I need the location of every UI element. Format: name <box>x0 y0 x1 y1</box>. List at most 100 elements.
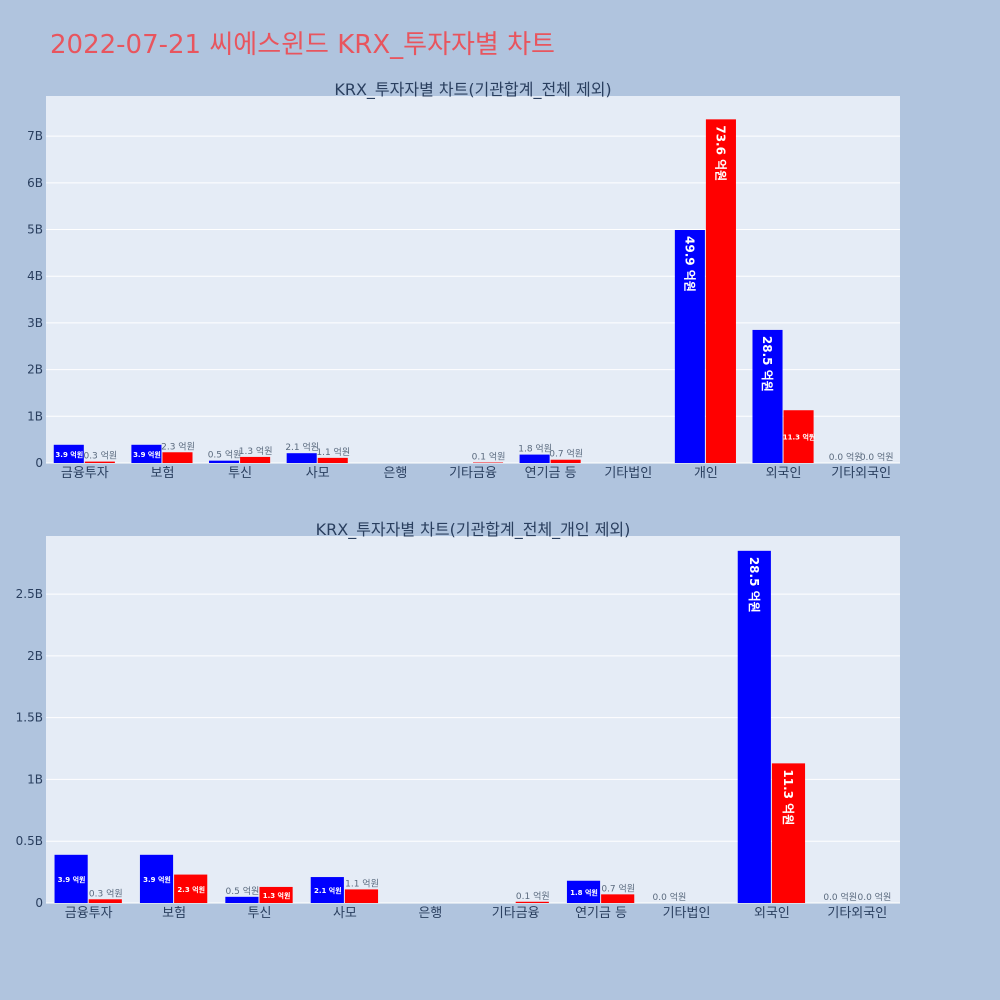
bar <box>515 901 549 903</box>
y-tick-label: 1B <box>27 409 43 423</box>
bar <box>752 329 783 463</box>
y-tick-label: 2.5B <box>16 587 43 601</box>
data-label: 2.1 억원 <box>314 886 342 895</box>
bar <box>344 889 379 903</box>
x-tick-label: 기타금융 <box>449 466 497 481</box>
bar <box>317 457 348 463</box>
y-tick-label: 2B <box>27 363 43 377</box>
bar <box>84 461 115 463</box>
data-label: 2.3 억원 <box>177 885 205 894</box>
y-tick-label: 5B <box>27 223 43 237</box>
bar <box>240 456 271 463</box>
data-label: 0.5 억원 <box>208 449 242 461</box>
bar <box>139 854 174 903</box>
data-label: 3.9 억원 <box>133 450 161 459</box>
data-label: 28.5 억원 <box>760 336 774 392</box>
bar <box>771 763 806 903</box>
data-label: 0.0 억원 <box>823 891 857 903</box>
data-label: 0.1 억원 <box>516 890 550 902</box>
x-tick-label: 은행 <box>418 905 442 921</box>
bar <box>286 453 317 463</box>
data-label: 0.0 억원 <box>860 451 894 463</box>
bar <box>705 119 736 463</box>
data-label: 0.1 억원 <box>472 451 506 463</box>
x-tick-label: 개인 <box>694 466 718 481</box>
data-label: 11.3 억원 <box>783 433 816 442</box>
x-tick-label: 연기금 등 <box>575 906 627 921</box>
x-tick-label: 기타외국인 <box>831 466 891 481</box>
data-label: 1.8 억원 <box>570 888 598 897</box>
data-label: 49.9 억원 <box>682 236 696 292</box>
data-label: 0.3 억원 <box>89 887 123 899</box>
y-tick-label: 0.5B <box>16 834 43 848</box>
bar <box>88 899 122 903</box>
bar <box>550 459 581 463</box>
data-label: 3.9 억원 <box>143 875 171 884</box>
x-tick-label: 연기금 등 <box>525 466 577 481</box>
bar <box>174 874 208 903</box>
bar <box>54 854 88 903</box>
data-label: 3.9 억원 <box>55 450 83 459</box>
x-tick-label: 보험 <box>162 906 186 921</box>
x-tick-label: 보험 <box>150 466 174 481</box>
data-label: 0.7 억원 <box>549 448 583 460</box>
data-label: 3.9 억원 <box>58 875 86 884</box>
y-tick-label: 3B <box>27 316 43 330</box>
x-tick-label: 기타법인 <box>663 906 711 921</box>
bar <box>674 230 705 463</box>
x-tick-label: 기타법인 <box>604 466 652 481</box>
x-tick-label: 금융투자 <box>61 466 109 481</box>
data-label: 0.0 억원 <box>829 451 863 463</box>
bar-chart-excluding-institutions: KRX_투자자별 차트(기관합계_전체 제외) 0 1B 2B 3B 4B 5B 6B 7B 금융… <box>27 80 900 481</box>
page-title: 2022-07-21 씨에스윈드 KRX_투자자별 차트 <box>50 30 555 60</box>
y-tick-label: 0 <box>35 896 43 910</box>
data-label: 1.3 억원 <box>239 445 273 457</box>
y-tick-label: 7B <box>27 129 43 143</box>
data-label: 1.1 억원 <box>316 446 350 458</box>
chart-title: KRX_투자자별 차트(기관합계_전체 제외) <box>334 80 611 100</box>
bar <box>519 454 550 463</box>
x-tick-label: 기타금융 <box>492 906 540 921</box>
x-tick-label: 외국인 <box>766 466 802 481</box>
x-tick-label: 은행 <box>383 465 407 481</box>
data-label: 0.0 억원 <box>653 891 687 903</box>
x-tick-label: 사모 <box>333 906 357 921</box>
bar <box>209 460 240 463</box>
y-tick-label: 4B <box>27 269 43 283</box>
chart-title: KRX_투자자별 차트(기관합계_전체_개인 제외) <box>316 520 631 540</box>
data-label: 0.7 억원 <box>601 882 635 894</box>
data-label: 0.5 억원 <box>226 885 260 897</box>
x-tick-label: 투신 <box>228 466 252 481</box>
x-tick-label: 사모 <box>306 466 330 481</box>
y-tick-label: 2B <box>27 649 43 663</box>
y-tick-label: 1B <box>27 772 43 786</box>
y-tick-label: 6B <box>27 176 43 190</box>
data-label: 1.3 억원 <box>263 891 291 900</box>
y-tick-label: 1.5B <box>16 711 43 725</box>
x-tick-label: 투신 <box>248 906 272 921</box>
x-tick-label: 외국인 <box>754 906 790 921</box>
data-label: 73.6 억원 <box>713 125 727 181</box>
data-label: 11.3 억원 <box>781 769 795 825</box>
data-label: 2.1 억원 <box>285 441 319 453</box>
data-label: 0.3 억원 <box>83 450 117 462</box>
bar <box>566 880 601 903</box>
bar <box>737 550 771 903</box>
bar <box>310 877 344 903</box>
y-tick-label: 0 <box>35 456 43 470</box>
bar <box>162 452 193 463</box>
x-tick-label: 기타외국인 <box>827 906 887 921</box>
data-label: 1.1 억원 <box>345 877 379 889</box>
data-label: 0.0 억원 <box>858 891 892 903</box>
data-label: 28.5 억원 <box>747 557 761 613</box>
bar <box>53 444 84 463</box>
x-tick-label: 금융투자 <box>65 906 113 921</box>
bar-chart-excluding-institutions-individuals: KRX_투자자별 차트(기관합계_전체_개인 제외) 0 0.5B 1B 1.5B 2B 2… <box>16 520 900 921</box>
bar <box>225 896 259 903</box>
bar <box>601 894 635 903</box>
bar <box>783 410 814 463</box>
data-label: 1.8 억원 <box>518 443 552 455</box>
bar <box>131 444 162 463</box>
data-label: 2.3 억원 <box>161 440 195 452</box>
bar <box>259 886 293 903</box>
